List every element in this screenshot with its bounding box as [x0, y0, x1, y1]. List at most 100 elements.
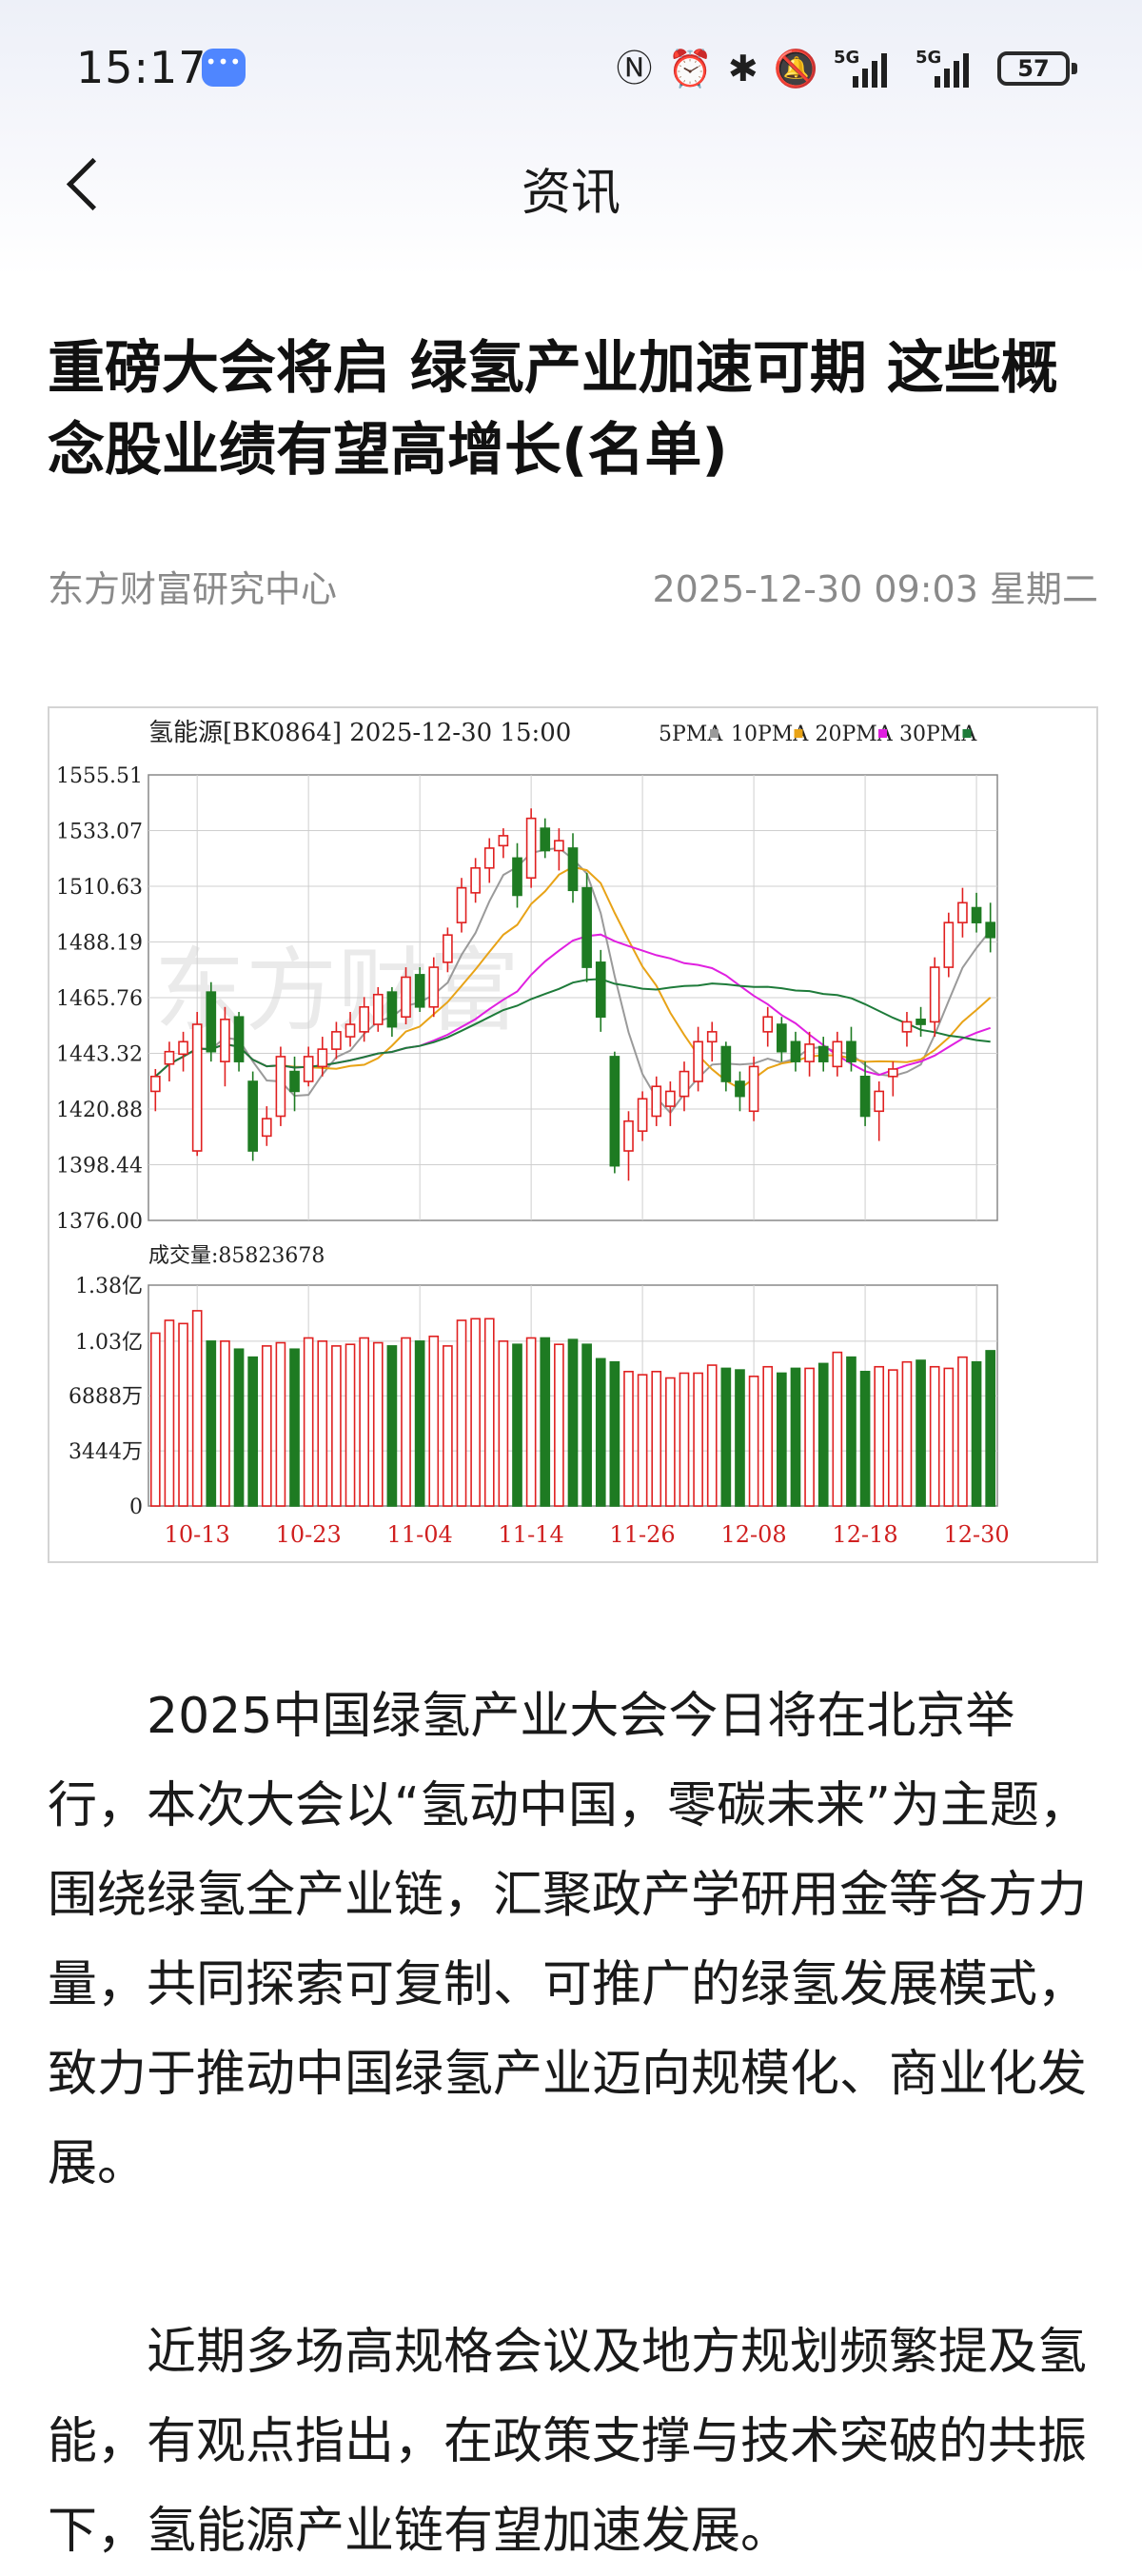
volume-bar [540, 1337, 551, 1507]
volume-bar [247, 1356, 259, 1507]
volume-bar [372, 1341, 384, 1507]
candle [790, 1031, 801, 1072]
volume-bar [901, 1360, 913, 1507]
price-tick-label: 1488.19 [56, 932, 143, 956]
mute-icon: 🔕 [773, 48, 818, 89]
battery-icon: 57 [997, 51, 1077, 86]
candle [777, 1017, 787, 1062]
candle [149, 1068, 161, 1112]
stock-chart[interactable]: 东方财富 氢能源[BK0864] 2025-12-30 15:00 5PMA 10… [48, 706, 1098, 1563]
volume-bar [414, 1340, 425, 1507]
candle [401, 967, 411, 1025]
nfc-icon: Ⓝ [616, 48, 653, 89]
battery-level: 57 [1017, 55, 1050, 82]
candle-body [414, 974, 425, 1008]
candle-body [762, 1016, 774, 1033]
candle-body [693, 1040, 703, 1082]
candle-body [498, 835, 509, 847]
volume-tick-label: 1.38亿 [75, 1275, 143, 1298]
volume-tick-label: 0 [129, 1496, 143, 1519]
candle [178, 1031, 188, 1072]
network-type-label: 5G [834, 48, 860, 68]
volume-bar [790, 1367, 801, 1507]
candle [901, 1012, 913, 1047]
candle-body [735, 1080, 745, 1098]
candle [735, 1071, 745, 1112]
x-tick-label: 10-13 [165, 1521, 230, 1548]
candle-body [317, 1048, 328, 1068]
volume-bar [817, 1362, 829, 1507]
candle-body [957, 902, 968, 923]
volume-bar [971, 1360, 982, 1507]
candle [874, 1081, 885, 1141]
candle-body [554, 840, 564, 852]
price-tick-label: 1555.51 [56, 764, 143, 788]
candle-body [401, 976, 411, 1019]
candle [483, 838, 495, 883]
candle [191, 1012, 203, 1157]
candle-body [540, 827, 551, 852]
volume-bar [233, 1348, 245, 1507]
volume-bar [887, 1369, 898, 1507]
candle [345, 1012, 356, 1047]
price-tick-label: 1376.00 [56, 1210, 143, 1234]
volume-bar [679, 1372, 690, 1507]
candle [943, 912, 955, 978]
candle-body [985, 921, 996, 939]
candle-body [874, 1090, 885, 1113]
volume-tick-label: 3444万 [69, 1440, 143, 1464]
legend-swatch [878, 729, 887, 738]
candle-body [720, 1045, 732, 1082]
candle-body [261, 1118, 272, 1138]
candle [206, 981, 217, 1062]
candle [609, 1051, 620, 1174]
volume-bar [720, 1367, 732, 1507]
volume-bar [595, 1357, 606, 1507]
price-tick-label: 1443.32 [56, 1043, 143, 1067]
candle-body [665, 1090, 676, 1107]
candle [261, 1106, 272, 1146]
candle-body [359, 1005, 369, 1033]
volume-bar [386, 1345, 398, 1507]
volume-bar [401, 1337, 411, 1507]
legend-swatch [794, 729, 803, 738]
candle-body [247, 1080, 259, 1152]
volume-bar [985, 1350, 996, 1507]
legend-swatch [710, 729, 719, 738]
volume-bar [859, 1370, 871, 1507]
article-source[interactable]: 东方财富研究中心 [48, 568, 338, 610]
candle [929, 957, 940, 1038]
candle [540, 818, 551, 859]
volume-bar [456, 1319, 467, 1507]
candle [372, 986, 384, 1032]
candle [595, 949, 606, 1032]
volume-bar [693, 1372, 703, 1507]
candle-body [777, 1023, 787, 1053]
volume-bar [275, 1341, 286, 1507]
candle-body [609, 1056, 620, 1167]
candle-body [623, 1120, 634, 1152]
candle [275, 1046, 286, 1126]
volume-bar [832, 1351, 843, 1507]
candle [581, 873, 592, 982]
x-tick-label: 11-26 [610, 1521, 676, 1548]
candle [971, 892, 982, 933]
article-headline: 重磅大会将启 绿氢产业加速可期 这些概念股业绩有望高增长(名单) [48, 335, 1058, 484]
signal-5g-icon: 5G [834, 42, 900, 95]
volume-bar [359, 1337, 369, 1507]
volume-bar [665, 1377, 676, 1507]
candle-body [929, 966, 940, 1023]
volume-bar [498, 1340, 509, 1507]
volume-bar [289, 1348, 300, 1507]
candle [846, 1026, 856, 1072]
candle-body [206, 991, 217, 1053]
candle [498, 828, 509, 859]
candle [470, 858, 481, 903]
volume-bar [149, 1332, 161, 1507]
candle-body [916, 1019, 926, 1025]
candle-body [220, 1019, 230, 1062]
x-tick-label: 12-30 [943, 1521, 1009, 1548]
candle-body [525, 817, 537, 880]
volume-bar [943, 1367, 955, 1507]
candle [985, 902, 996, 953]
